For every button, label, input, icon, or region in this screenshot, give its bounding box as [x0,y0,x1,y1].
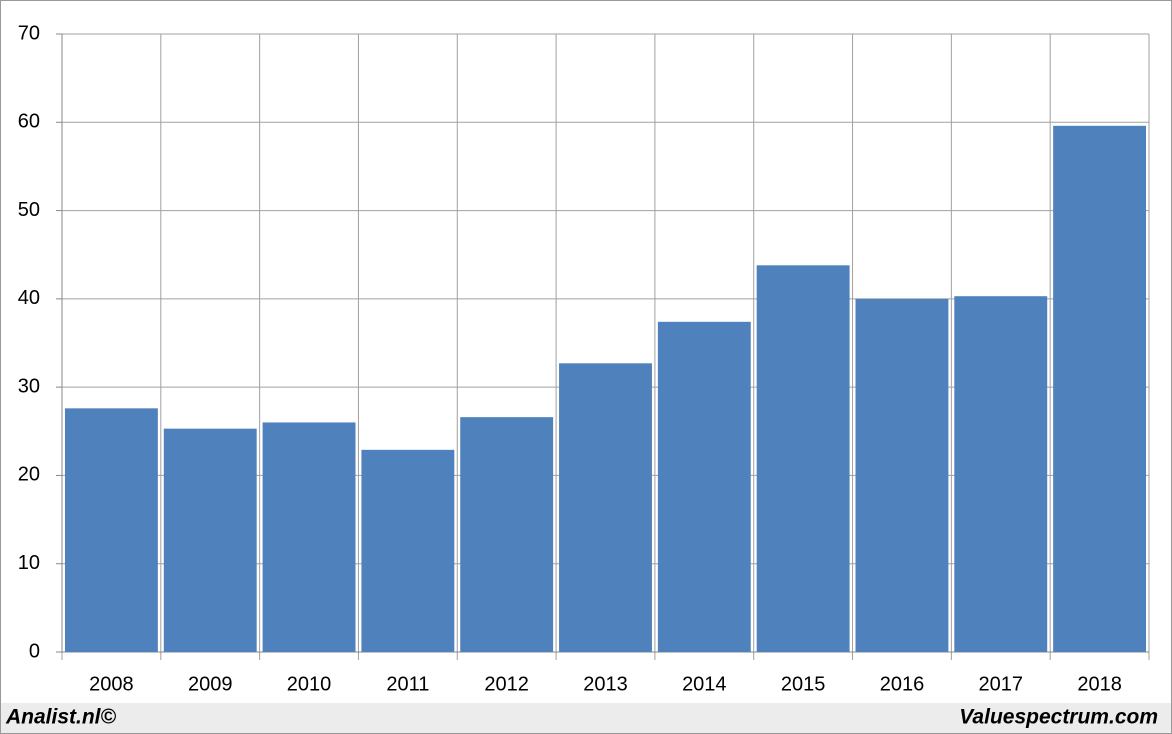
x-tick-label: 2018 [1077,673,1122,695]
x-tick-label: 2017 [979,673,1024,695]
y-tick-label: 40 [18,287,40,309]
bar [262,422,356,652]
footer-bar [1,703,1171,733]
y-tick-label: 10 [18,552,40,574]
x-tick-label: 2008 [89,673,134,695]
y-tick-label: 70 [18,22,40,44]
y-tick-label: 20 [18,464,40,486]
x-tick-label: 2015 [781,673,826,695]
x-tick-label: 2016 [880,673,925,695]
x-tick-label: 2011 [386,673,429,695]
bar [756,265,850,652]
bar [460,417,554,652]
x-tick-label: 2009 [188,673,233,695]
bar [559,363,652,652]
bar [163,428,257,652]
x-tick-label: 2010 [287,673,332,695]
y-tick-label: 50 [18,199,40,221]
bar [954,296,1048,652]
bar [64,408,158,652]
footer-right: Valuespectrum.com [959,706,1158,729]
bar [855,298,949,652]
y-tick-label: 30 [18,375,40,397]
footer-left: Analist.nl© [5,706,117,729]
y-tick-label: 0 [29,640,40,662]
bar [1053,125,1147,653]
x-tick-label: 2012 [484,673,529,695]
y-tick-label: 60 [18,111,40,133]
x-tick-label: 2014 [682,673,727,695]
x-tick-label: 2013 [583,673,628,695]
bar [361,449,455,652]
bar [657,321,751,652]
